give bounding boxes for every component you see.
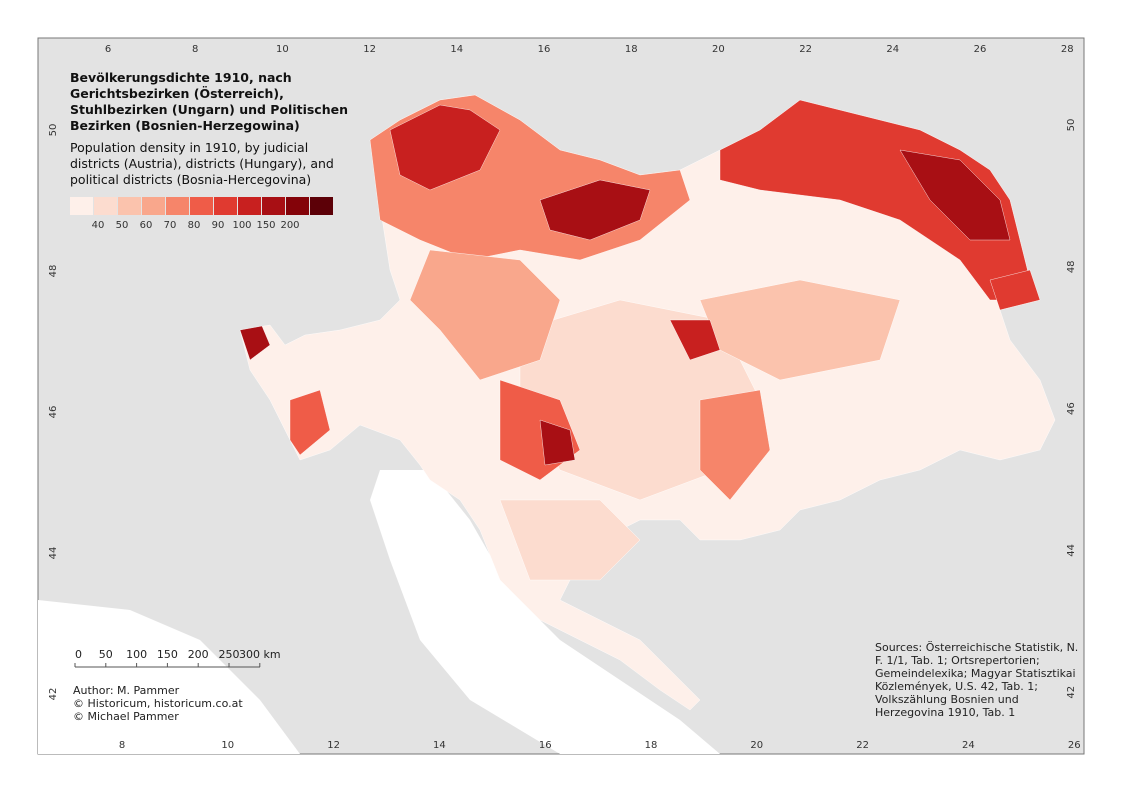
bottom-tick: 12 [327,740,340,751]
scale-label: 100 [126,648,147,661]
sea [38,600,300,754]
scale-label: 300 km [239,648,281,661]
legend-swatch [118,197,141,215]
district-group [699,389,771,501]
bottom-tick: 20 [750,740,763,751]
scale-label: 250 [219,648,240,661]
right-tick: 44 [1066,544,1077,557]
legend-label: 80 [188,220,201,231]
legend-swatch [70,197,93,215]
district-group [499,499,641,581]
legend-label: 70 [164,220,177,231]
legend: 40 50 60 70 80 90 100 150 200 [70,197,333,231]
district-group [719,99,1041,301]
bottom-tick: 16 [539,740,552,751]
sources-line: Herzegovina 1910, Tab. 1 [875,706,1015,719]
map-area [239,94,1056,711]
legend-label: 150 [256,220,275,231]
legend-label: 200 [280,220,299,231]
labels: Bevölkerungsdichte 1910, nachGerichtsbez… [48,44,1081,751]
credit-line: Author: M. Pammer [73,684,180,697]
legend-swatch [190,197,213,215]
top-tick: 24 [886,44,899,55]
map-subtitle: political districts (Bosnia-Hercegovina) [70,172,311,187]
bottom-tick: 26 [1068,740,1081,751]
scale-label: 150 [157,648,178,661]
legend-swatch [214,197,237,215]
legend-swatch [262,197,285,215]
legend-swatch [142,197,165,215]
map-title: Bezirken (Bosnien-Herzegowina) [70,118,300,133]
right-tick: 48 [1066,260,1077,273]
bottom-tick: 14 [433,740,446,751]
top-tick: 26 [974,44,987,55]
legend-label: 90 [212,220,225,231]
legend-label: 100 [232,220,251,231]
bottom-tick: 8 [119,740,125,751]
legend-label: 60 [140,220,153,231]
district-group [539,179,651,241]
map-title: Gerichtsbezirken (Österreich), [70,86,284,101]
district-group [899,149,1011,241]
district-group [989,269,1041,311]
district-group [239,325,271,361]
legend-label: 50 [116,220,129,231]
legend-swatch [94,197,117,215]
legend-label: 40 [92,220,105,231]
map-subtitle: districts (Austria), districts (Hungary)… [70,156,334,171]
left-tick: 44 [48,547,59,560]
left-tick: 42 [48,688,59,701]
top-tick: 8 [192,44,198,55]
top-tick: 20 [712,44,725,55]
top-tick: 6 [105,44,111,55]
top-tick: 18 [625,44,638,55]
left-tick: 46 [48,406,59,419]
top-tick: 28 [1061,44,1074,55]
sources-line: Volkszählung Bosnien und [875,693,1019,706]
top-tick: 22 [799,44,812,55]
district-group [289,389,331,456]
district-group [669,319,721,361]
legend-swatch [310,197,333,215]
top-tick: 16 [538,44,551,55]
sources-line: Közlemények, U.S. 42, Tab. 1; [875,680,1038,693]
top-tick: 12 [363,44,376,55]
credit-line: © Historicum, historicum.co.at [73,697,243,710]
top-tick: 14 [450,44,463,55]
map-title: Bevölkerungsdichte 1910, nach [70,70,292,85]
bottom-tick: 24 [962,740,975,751]
district-group [409,249,561,381]
district-group [389,104,501,191]
left-tick: 50 [48,124,59,137]
sea [370,470,720,754]
legend-swatch [238,197,261,215]
sources-line: Sources: Österreichische Statistik, N. [875,641,1078,654]
district-group [539,419,576,466]
scale-label: 0 [75,648,82,661]
scale-label: 200 [188,648,209,661]
bottom-tick: 10 [221,740,234,751]
right-tick: 46 [1066,402,1077,415]
bottom-tick: 18 [645,740,658,751]
map-subtitle: Population density in 1910, by judicial [70,140,308,155]
sources-line: F. 1/1, Tab. 1; Ortsrepertorien; [875,654,1040,667]
credit-line: © Michael Pammer [73,710,179,723]
bottom-tick: 22 [856,740,869,751]
left-tick: 48 [48,265,59,278]
map-title: Stuhlbezirken (Ungarn) und Politischen [70,102,348,117]
sources-line: Gemeindelexika; Magyar Statisztikai [875,667,1076,680]
legend-swatch [166,197,189,215]
scale-label: 50 [99,648,113,661]
right-tick: 42 [1066,686,1077,699]
right-tick: 50 [1066,119,1077,132]
top-tick: 10 [276,44,289,55]
legend-swatch [286,197,309,215]
